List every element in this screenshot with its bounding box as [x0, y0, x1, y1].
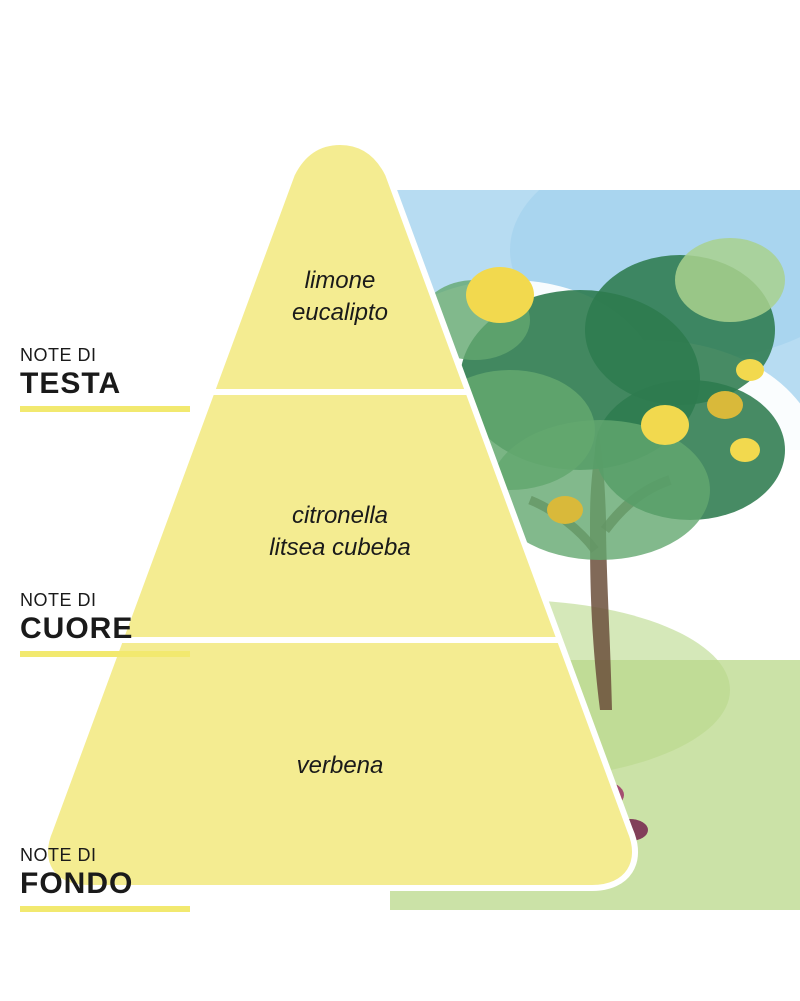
ingredients-cuore: citronella litsea cubeba — [30, 500, 650, 565]
label-small-cuore: NOTE DI — [20, 590, 190, 611]
ingredients-testa: limone eucalipto — [30, 265, 650, 330]
underline-fondo — [20, 906, 190, 912]
label-fondo: NOTE DI FONDO — [20, 845, 190, 912]
label-big-cuore: CUORE — [20, 613, 190, 645]
ingredients-fondo: verbena — [30, 750, 650, 782]
label-cuore: NOTE DI CUORE — [20, 590, 190, 657]
label-testa: NOTE DI TESTA — [20, 345, 190, 412]
underline-cuore — [20, 651, 190, 657]
canvas: limone eucalipto citronella litsea cubeb… — [0, 0, 800, 1001]
label-small-testa: NOTE DI — [20, 345, 190, 366]
label-small-fondo: NOTE DI — [20, 845, 190, 866]
underline-testa — [20, 406, 190, 412]
label-big-testa: TESTA — [20, 368, 190, 400]
label-big-fondo: FONDO — [20, 868, 190, 900]
olfactive-pyramid: limone eucalipto citronella litsea cubeb… — [30, 130, 650, 900]
